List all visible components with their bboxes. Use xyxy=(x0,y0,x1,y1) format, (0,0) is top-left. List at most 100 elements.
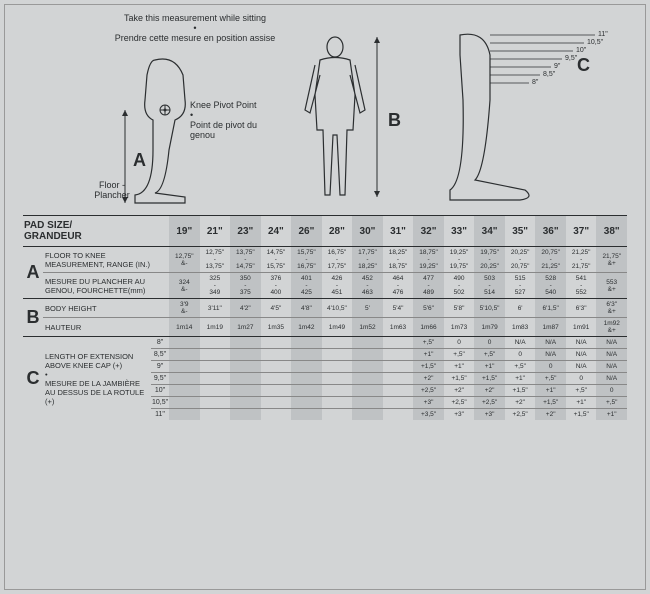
c-cell: N/A xyxy=(596,349,627,361)
c-cell: +1,5" xyxy=(413,361,444,373)
c-ext-label: 10" xyxy=(151,385,169,397)
c-cell: N/A xyxy=(566,349,597,361)
c-cell xyxy=(200,349,231,361)
c-cell xyxy=(230,349,261,361)
c-ext-label: 8" xyxy=(151,337,169,349)
table-title: PAD SIZE/GRANDEUR xyxy=(23,216,169,247)
a-inch-cell: 17,75"-18,25" xyxy=(352,247,383,273)
c-cell: +2,5" xyxy=(505,409,536,421)
c-cell: +2" xyxy=(444,385,475,397)
c-cell xyxy=(200,373,231,385)
b-header-en: BODY HEIGHT xyxy=(43,299,169,318)
size-header: 33" xyxy=(444,216,475,247)
c-scale-tick: 9" xyxy=(554,63,560,70)
b-ft-cell: 4'8" xyxy=(291,299,322,318)
b-m-cell: 1m66 xyxy=(413,318,444,337)
a-inch-cell: 15,75"-16,75" xyxy=(291,247,322,273)
size-header: 24" xyxy=(261,216,292,247)
c-ext-label: 9" xyxy=(151,361,169,373)
c-cell: 0 xyxy=(535,361,566,373)
c-cell: +1" xyxy=(566,397,597,409)
size-header: 19" xyxy=(169,216,200,247)
c-cell: N/A xyxy=(596,337,627,349)
b-ft-cell: 5'8" xyxy=(444,299,475,318)
size-header: 26" xyxy=(291,216,322,247)
c-cell xyxy=(169,373,200,385)
c-cell xyxy=(230,397,261,409)
c-cell: +2" xyxy=(474,385,505,397)
c-ext-label: 10,5" xyxy=(151,397,169,409)
size-header: 36" xyxy=(535,216,566,247)
c-cell xyxy=(291,373,322,385)
c-cell xyxy=(291,349,322,361)
c-cell: +2" xyxy=(413,373,444,385)
c-cell: +,5" xyxy=(444,349,475,361)
c-cell xyxy=(352,397,383,409)
c-cell: N/A xyxy=(535,349,566,361)
c-cell xyxy=(261,409,292,421)
c-cell xyxy=(230,361,261,373)
c-cell: +1" xyxy=(596,409,627,421)
b-ft-cell: 6'3" xyxy=(566,299,597,318)
a-mm-cell: 515-527 xyxy=(505,273,536,299)
top-instruction-en: Take this measurement while sitting xyxy=(124,13,266,23)
c-cell: 0 xyxy=(444,337,475,349)
c-cell xyxy=(200,385,231,397)
size-header: 28" xyxy=(322,216,353,247)
a-mm-cell: 541-552 xyxy=(566,273,597,299)
b-ft-cell: 6'1,5" xyxy=(535,299,566,318)
c-cell xyxy=(169,361,200,373)
c-cell xyxy=(291,409,322,421)
c-cell xyxy=(261,361,292,373)
c-cell xyxy=(169,349,200,361)
c-cell xyxy=(261,385,292,397)
a-inch-cell: 19,25"-19,75" xyxy=(444,247,475,273)
size-header: 32" xyxy=(413,216,444,247)
c-cell xyxy=(322,385,353,397)
b-m-cell: 1m49 xyxy=(322,318,353,337)
b-ft-cell: 4'5" xyxy=(261,299,292,318)
b-m-cell: 1m42 xyxy=(291,318,322,337)
body-diagram-b xyxy=(295,35,385,205)
a-mm-cell: 324&- xyxy=(169,273,200,299)
letter-b: B xyxy=(388,110,401,131)
c-cell: +,5" xyxy=(474,349,505,361)
floor-label: Floor - Plancher xyxy=(87,180,137,200)
b-ft-cell: 6' xyxy=(505,299,536,318)
c-cell xyxy=(383,337,414,349)
a-mm-cell: 350-375 xyxy=(230,273,261,299)
c-cell xyxy=(291,337,322,349)
a-inch-cell: 19,75"-20,25" xyxy=(474,247,505,273)
sizing-table: PAD SIZE/GRANDEUR19"21"23"24"26"28"30"31… xyxy=(23,215,627,420)
section-a-letter: A xyxy=(23,247,43,299)
c-cell: +1" xyxy=(505,373,536,385)
section-b-letter: B xyxy=(23,299,43,337)
b-ft-cell: 5' xyxy=(352,299,383,318)
a-mm-cell: 376-400 xyxy=(261,273,292,299)
c-scale-tick: 10" xyxy=(576,47,586,54)
a-mm-cell: 490-502 xyxy=(444,273,475,299)
c-cell: +3" xyxy=(413,397,444,409)
b-m-cell: 1m63 xyxy=(383,318,414,337)
c-cell xyxy=(322,397,353,409)
c-ext-label: 9,5" xyxy=(151,373,169,385)
c-cell: +,5" xyxy=(505,361,536,373)
a-mm-cell: 401-425 xyxy=(291,273,322,299)
c-cell xyxy=(352,373,383,385)
b-ft-cell: 5'10,5" xyxy=(474,299,505,318)
c-cell: N/A xyxy=(566,337,597,349)
a-inch-cell: 12,75"-13,75" xyxy=(200,247,231,273)
size-header: 35" xyxy=(505,216,536,247)
knee-label-en: Knee Pivot Point xyxy=(190,100,257,110)
c-cell: +3,5" xyxy=(413,409,444,421)
c-cell xyxy=(322,373,353,385)
a-inch-cell: 12,75"&- xyxy=(169,247,200,273)
c-cell xyxy=(383,361,414,373)
c-cell xyxy=(200,397,231,409)
a-inch-cell: 14,75"-15,75" xyxy=(261,247,292,273)
c-scale-tick: 11" xyxy=(598,31,608,38)
c-cell xyxy=(322,337,353,349)
b-m-cell: 1m87 xyxy=(535,318,566,337)
c-cell xyxy=(352,349,383,361)
c-cell: +1,5" xyxy=(505,385,536,397)
